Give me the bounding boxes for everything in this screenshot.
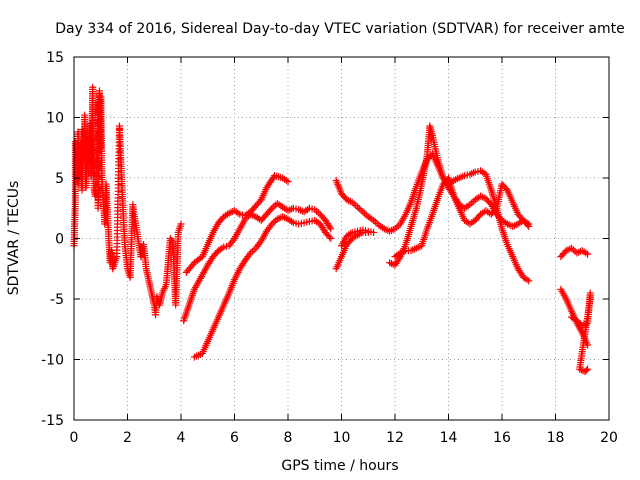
y-tick-label: 15 <box>46 50 64 66</box>
series-track-a <box>182 172 292 276</box>
y-tick-label: -10 <box>41 353 64 369</box>
axis-ticks: 0 2 4 6 8 10 12 14 16 18 20 15 10 5 0 -5 -10 -15 <box>41 50 618 446</box>
series-track-k <box>568 289 594 376</box>
x-tick-label: 2 <box>123 430 132 446</box>
data-point <box>326 223 334 231</box>
data-point <box>582 366 590 374</box>
x-axis-title: GPS time / hours <box>281 458 398 474</box>
data-point <box>469 169 477 177</box>
x-tick-label: 8 <box>284 430 293 446</box>
chart-title: Day 334 of 2016, Sidereal Day-to-day VTE… <box>55 21 625 37</box>
series-track-e <box>338 226 378 250</box>
data-point <box>491 206 499 214</box>
data-point <box>370 228 378 236</box>
data-point <box>267 206 275 214</box>
data-point <box>468 170 476 178</box>
y-tick-label: -15 <box>41 413 64 429</box>
data-point <box>240 258 248 266</box>
x-tick-label: 12 <box>386 430 404 446</box>
series-track-d <box>332 228 372 273</box>
y-axis-title: SDTVAR / TECUs <box>6 181 22 296</box>
x-tick-label: 0 <box>70 430 79 446</box>
y-tick-label: 10 <box>46 111 64 127</box>
data-point <box>314 209 322 217</box>
data-point <box>584 250 592 258</box>
x-tick-label: 18 <box>547 430 565 446</box>
data-point <box>584 365 592 373</box>
y-tick-label: -5 <box>50 292 64 308</box>
y-tick-label: 0 <box>55 232 64 248</box>
data-point <box>387 226 395 234</box>
data-point <box>325 233 333 241</box>
grid-layer <box>74 57 609 420</box>
x-tick-label: 4 <box>177 430 186 446</box>
data-point <box>327 235 335 242</box>
data-point <box>525 220 533 228</box>
data-point <box>352 201 360 209</box>
series-early-scatter <box>70 83 185 319</box>
data-point <box>248 247 256 255</box>
x-tick-label: 16 <box>493 430 511 446</box>
data-marks <box>70 83 594 376</box>
series-track-b <box>180 199 335 325</box>
data-point <box>359 208 367 216</box>
data-point <box>327 225 335 233</box>
series-track-i <box>557 244 592 261</box>
data-point <box>270 218 278 226</box>
series-track-h <box>391 174 533 261</box>
y-tick-label: 5 <box>55 171 64 187</box>
data-point <box>478 193 486 201</box>
x-tick-label: 10 <box>333 430 351 446</box>
series-track-c <box>190 213 335 361</box>
data-point <box>357 206 365 214</box>
data-point <box>177 220 185 228</box>
x-tick-label: 14 <box>440 430 458 446</box>
data-point <box>284 178 292 186</box>
data-point <box>250 246 258 254</box>
data-point <box>361 209 369 217</box>
data-point <box>502 185 510 193</box>
x-tick-label: 6 <box>230 430 239 446</box>
data-point <box>525 277 533 285</box>
data-point <box>354 203 362 211</box>
data-point <box>286 206 294 214</box>
x-tick-label: 20 <box>600 430 618 446</box>
data-point <box>355 205 363 213</box>
data-point <box>256 197 264 205</box>
